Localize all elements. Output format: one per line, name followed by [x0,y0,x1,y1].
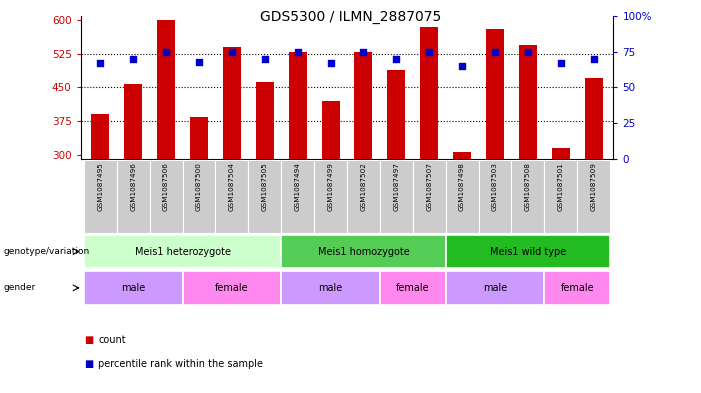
Text: female: female [215,283,249,293]
Bar [84,235,281,268]
Bar [190,118,208,159]
Point [423,48,435,55]
Bar [380,160,413,233]
Bar [446,271,544,305]
Bar [453,152,471,159]
Bar [84,271,182,305]
Text: GSM1087496: GSM1087496 [130,162,136,211]
Text: ■: ■ [84,358,93,369]
Text: GSM1087497: GSM1087497 [393,162,400,211]
Bar [413,160,446,233]
Bar [446,235,610,268]
Bar [577,160,610,233]
Bar [544,271,610,305]
Text: percentile rank within the sample: percentile rank within the sample [98,358,263,369]
Text: GSM1087500: GSM1087500 [196,162,202,211]
Text: female: female [560,283,594,293]
Bar [355,51,372,159]
Point [325,60,336,66]
Text: GSM1087494: GSM1087494 [294,162,301,211]
Text: male: male [121,283,145,293]
Bar [223,47,241,159]
Bar [322,101,339,159]
Bar [446,160,479,233]
Bar [387,70,405,159]
Text: GSM1087505: GSM1087505 [261,162,268,211]
Text: GDS5300 / ILMN_2887075: GDS5300 / ILMN_2887075 [260,10,441,24]
Bar [585,79,603,159]
Bar [150,160,182,233]
Bar [182,160,215,233]
Text: GSM1087502: GSM1087502 [360,162,367,211]
Text: gender: gender [4,283,36,292]
Text: female: female [396,283,430,293]
Bar [182,271,281,305]
Bar [281,235,446,268]
Point [456,63,468,69]
Bar [519,45,537,159]
Text: ■: ■ [84,335,93,345]
Point [522,48,533,55]
Bar [380,271,446,305]
Text: GSM1087507: GSM1087507 [426,162,433,211]
Bar [281,160,314,233]
Text: GSM1087498: GSM1087498 [459,162,465,211]
Text: GSM1087508: GSM1087508 [525,162,531,211]
Text: Meis1 wild type: Meis1 wild type [490,246,566,257]
Point [390,55,402,62]
Point [489,48,501,55]
Point [128,55,139,62]
Bar [314,160,347,233]
Text: GSM1087501: GSM1087501 [558,162,564,211]
Bar [215,160,248,233]
Text: male: male [318,283,343,293]
Text: GSM1087499: GSM1087499 [327,162,334,211]
Point [292,48,304,55]
Point [555,60,566,66]
Bar [486,29,504,159]
Bar [117,160,150,233]
Text: GSM1087495: GSM1087495 [97,162,103,211]
Point [588,55,599,62]
Bar [479,160,512,233]
Bar [91,114,109,159]
Bar [256,82,274,159]
Text: GSM1087509: GSM1087509 [591,162,597,211]
Bar [84,160,117,233]
Bar [124,84,142,159]
Bar [512,160,544,233]
Point [358,48,369,55]
Text: male: male [483,283,507,293]
Text: GSM1087506: GSM1087506 [163,162,169,211]
Bar [248,160,281,233]
Bar [544,160,577,233]
Bar [157,20,175,159]
Point [226,48,238,55]
Text: Meis1 heterozygote: Meis1 heterozygote [135,246,231,257]
Bar [281,271,380,305]
Bar [552,148,570,159]
Text: Meis1 homozygote: Meis1 homozygote [318,246,409,257]
Text: count: count [98,335,125,345]
Text: genotype/variation: genotype/variation [4,247,90,256]
Point [259,55,271,62]
Bar [420,27,438,159]
Bar [289,51,307,159]
Point [161,48,172,55]
Text: GSM1087503: GSM1087503 [492,162,498,211]
Point [95,60,106,66]
Bar [347,160,380,233]
Text: GSM1087504: GSM1087504 [229,162,235,211]
Point [193,59,205,65]
